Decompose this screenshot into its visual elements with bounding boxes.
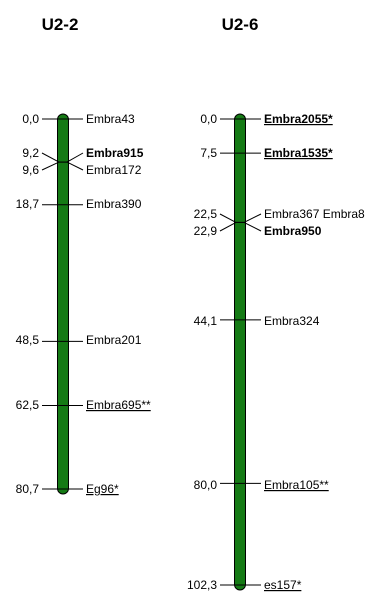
marker-tick-right — [66, 161, 84, 171]
marker-position: 0,0 — [22, 112, 39, 126]
marker-position: 102,3 — [187, 578, 217, 592]
marker-tick-left — [41, 161, 60, 171]
marker-name: Embra950 — [264, 224, 322, 238]
marker-position: 44,1 — [194, 314, 218, 328]
linkage-group-u2-6: 0,0 Embra2055* 7,5 Embra1535* 22,5 Embra367 E… — [187, 112, 365, 592]
marker-name: Embra390 — [86, 197, 142, 211]
group-title-u2-6: U2-6 — [222, 15, 259, 34]
marker-name: es157* — [264, 578, 302, 592]
marker-tick-left — [41, 152, 60, 163]
marker-name: Embra367 Embra8 — [264, 207, 365, 221]
marker-position: 62,5 — [16, 398, 40, 412]
marker-name: Embra1535* — [264, 146, 333, 160]
group-title-u2-2: U2-2 — [42, 15, 79, 34]
marker-tick-right — [243, 213, 262, 223]
marker-position: 0,0 — [200, 112, 217, 126]
marker-name: Embra172 — [86, 163, 142, 177]
marker-position: 22,9 — [194, 224, 218, 238]
marker-tick-right — [66, 152, 84, 163]
marker-name: Embra915 — [86, 146, 144, 160]
marker-position: 48,5 — [16, 333, 40, 347]
chromosome-bar — [57, 113, 69, 495]
marker-tick-right — [243, 221, 262, 232]
marker-position: 7,5 — [200, 146, 217, 160]
marker-position: 80,0 — [194, 478, 218, 492]
marker-name: Embra105** — [264, 478, 329, 492]
marker-name: Embra695** — [86, 398, 151, 412]
marker-name: Eg96* — [86, 482, 119, 496]
marker-name: Embra324 — [264, 314, 320, 328]
marker-position: 18,7 — [16, 197, 40, 211]
marker-position: 22,5 — [194, 207, 218, 221]
marker-name: Embra2055* — [264, 112, 333, 126]
marker-name: Embra201 — [86, 333, 142, 347]
marker-position: 9,2 — [22, 146, 39, 160]
chromosome-bar — [234, 113, 246, 591]
marker-position: 80,7 — [16, 482, 40, 496]
marker-name: Embra43 — [86, 112, 135, 126]
marker-tick-left — [219, 213, 237, 223]
marker-position: 9,6 — [22, 163, 39, 177]
linkage-group-u2-2: 0,0 Embra43 9,2 Embra915 9,6 Embra172 18,7 Embr… — [16, 112, 151, 496]
marker-tick-left — [219, 221, 237, 232]
